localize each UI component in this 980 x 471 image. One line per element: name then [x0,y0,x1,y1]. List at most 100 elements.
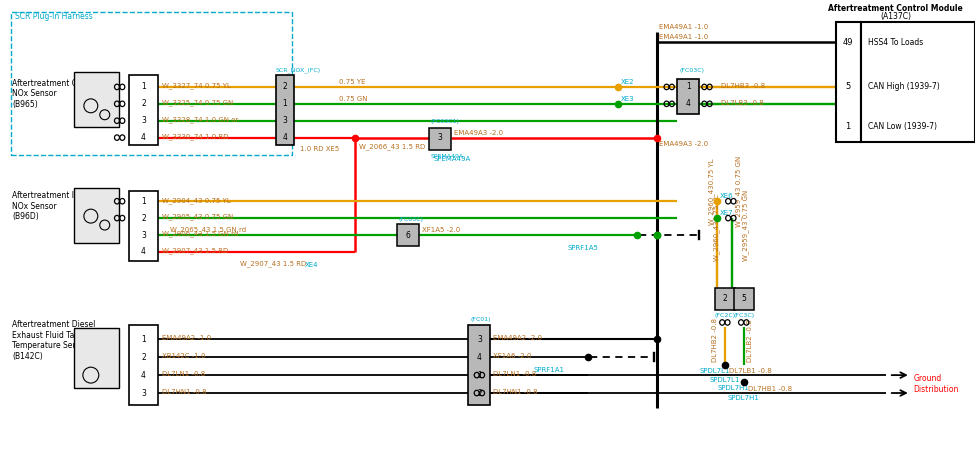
Text: 49: 49 [843,38,854,47]
Text: 2: 2 [722,294,727,303]
Text: 4: 4 [141,371,146,380]
FancyBboxPatch shape [397,224,418,246]
Text: Aftertreatment Outlet
NOx Sensor
(B965): Aftertreatment Outlet NOx Sensor (B965) [13,79,96,109]
FancyBboxPatch shape [734,288,754,309]
Text: 4: 4 [141,247,146,256]
Text: XE3: XE3 [620,96,634,102]
Text: DL7LN1 -0.8: DL7LN1 -0.8 [163,371,206,377]
Text: W_2906_43 1.5 GN rd: W_2906_43 1.5 GN rd [163,231,239,237]
Text: (FC03C1): (FC03C1) [430,119,460,124]
Text: 6: 6 [406,230,411,239]
FancyBboxPatch shape [74,188,119,243]
FancyBboxPatch shape [128,191,159,261]
Text: 3: 3 [141,116,146,125]
Text: W_2960_430.75 YL: W_2960_430.75 YL [709,158,715,225]
Text: SPEMA49A: SPEMA49A [430,154,464,159]
Text: SPDL7L1: SPDL7L1 [710,377,740,383]
Text: DL7HB3 -0.8: DL7HB3 -0.8 [721,83,765,89]
Text: W_2959_43 0.75 GN: W_2959_43 0.75 GN [735,155,742,227]
Text: 1: 1 [686,82,691,91]
Text: 1.0 RD XE5: 1.0 RD XE5 [300,146,339,152]
Text: W_2907_43 1.5 RD: W_2907_43 1.5 RD [163,248,228,254]
Text: 0.75 YE: 0.75 YE [339,79,366,85]
Text: XB142C -1.0: XB142C -1.0 [163,353,206,359]
Text: EMA49A1 -1.0: EMA49A1 -1.0 [660,24,709,30]
Text: XF1A6 -2.0: XF1A6 -2.0 [493,353,532,359]
Text: 5: 5 [741,294,746,303]
FancyBboxPatch shape [128,325,159,405]
Text: 1: 1 [141,335,146,344]
Text: 3: 3 [282,116,287,125]
Text: DL7HB2 -0.8: DL7HB2 -0.8 [711,318,718,362]
Text: W_2066_43 1.5 RD: W_2066_43 1.5 RD [359,144,425,150]
Text: W_2065_43 1.5 GN rd: W_2065_43 1.5 GN rd [171,226,246,233]
Text: EMA49A2 -2.0: EMA49A2 -2.0 [493,335,542,341]
Text: XE4: XE4 [305,262,318,268]
FancyBboxPatch shape [428,128,451,149]
FancyBboxPatch shape [677,79,699,114]
Text: (A137C): (A137C) [880,12,911,21]
Text: 1: 1 [141,82,146,91]
Text: W_2959_43 0.75 GN: W_2959_43 0.75 GN [742,190,749,261]
Text: SPDL7H1: SPDL7H1 [728,395,760,401]
FancyBboxPatch shape [74,328,119,388]
Text: 1: 1 [846,122,851,131]
Text: DL7HN1 -0.8: DL7HN1 -0.8 [493,389,538,395]
Text: SCR_NOX_(FC): SCR_NOX_(FC) [275,67,320,73]
FancyBboxPatch shape [74,72,119,127]
Text: SPRF1A5: SPRF1A5 [567,245,599,251]
Text: DL7LN1 -0.8: DL7LN1 -0.8 [493,371,537,377]
Text: Ground
Distribution: Ground Distribution [913,374,959,394]
Text: (FC03C): (FC03C) [679,68,705,73]
Text: 1: 1 [141,197,146,206]
Text: (FC03C): (FC03C) [399,217,424,222]
Text: SPRF1A1: SPRF1A1 [533,367,564,373]
Text: 3: 3 [477,335,482,344]
Text: W_3328_74 1.0 GN or: W_3328_74 1.0 GN or [163,116,239,123]
Text: 3: 3 [437,133,442,142]
Text: 4: 4 [282,133,287,142]
Text: Aftertreatment Intake
NOx Sensor
(B96D): Aftertreatment Intake NOx Sensor (B96D) [13,191,96,221]
Text: HSS4 To Loads: HSS4 To Loads [868,38,923,47]
Text: W_3325_74 0.75 GN: W_3325_74 0.75 GN [163,99,233,106]
Text: DL7LB1 -0.8: DL7LB1 -0.8 [729,368,771,374]
Text: 1: 1 [282,99,287,108]
Text: SPDL7H1: SPDL7H1 [718,385,750,391]
FancyBboxPatch shape [861,22,975,142]
Text: EMA49A3 -2.0: EMA49A3 -2.0 [454,130,503,136]
Text: XF1A5 -2.0: XF1A5 -2.0 [421,227,460,233]
Text: 2: 2 [477,389,482,398]
Text: 1: 1 [477,371,482,380]
Text: 3: 3 [141,389,146,398]
Text: EMA49A1 -1.0: EMA49A1 -1.0 [660,34,709,40]
Text: 2: 2 [282,82,287,91]
Text: SCR Plug-In Harness: SCR Plug-In Harness [16,12,93,21]
Text: 5: 5 [846,82,851,91]
Text: DL7HB1 -0.8: DL7HB1 -0.8 [748,386,792,392]
Text: DL7LB2 -0.8: DL7LB2 -0.8 [747,319,753,362]
Text: XE2: XE2 [620,79,634,85]
Text: 4: 4 [686,99,691,108]
Text: Aftertreatment Diesel
Exhaust Fluid Tank Level /
Temperature Sensor
(B142C): Aftertreatment Diesel Exhaust Fluid Tank… [13,320,112,361]
Text: 4: 4 [141,133,146,142]
Text: 2: 2 [141,99,146,108]
Text: 2: 2 [141,353,146,362]
FancyBboxPatch shape [275,75,294,145]
Text: CAN High (1939-7): CAN High (1939-7) [868,82,940,91]
Text: W_2904_43 0.75 YL: W_2904_43 0.75 YL [163,197,231,203]
Text: 2: 2 [141,214,146,223]
FancyBboxPatch shape [468,325,490,405]
Text: DL7HN1 -0.8: DL7HN1 -0.8 [163,389,207,395]
Text: SPDL7L1: SPDL7L1 [700,368,730,374]
FancyBboxPatch shape [836,22,861,142]
Text: W_2907_43 1.5 RD: W_2907_43 1.5 RD [240,260,306,267]
Text: CAN Low (1939-7): CAN Low (1939-7) [868,122,937,131]
Text: DL7LB3 -0.8: DL7LB3 -0.8 [721,100,763,106]
Text: XE6: XE6 [720,193,733,199]
Text: (FC2C): (FC2C) [715,313,736,317]
Text: 0.75 GN: 0.75 GN [339,96,368,102]
FancyBboxPatch shape [715,288,735,309]
Text: EMA49A2 -1.0: EMA49A2 -1.0 [163,335,212,341]
Text: XE7: XE7 [720,210,733,216]
Text: W_2960_430.75 YL: W_2960_430.75 YL [713,194,720,261]
